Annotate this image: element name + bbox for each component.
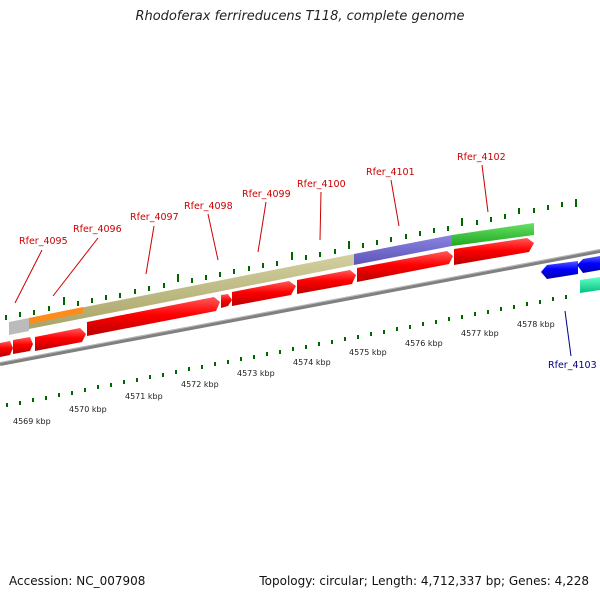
scale-label: 4577 kbp xyxy=(461,329,499,338)
gene-label[interactable]: Rfer_4101 xyxy=(366,167,415,178)
scale-label: 4570 kbp xyxy=(69,405,107,414)
accession-text: Accession: NC_007908 xyxy=(9,574,146,588)
gene-label[interactable]: Rfer_4097 xyxy=(130,212,179,223)
orange-feature xyxy=(29,307,83,324)
map-title: Rhodoferax ferrireducens T118, complete … xyxy=(135,9,465,24)
scale-label: 4574 kbp xyxy=(293,358,331,367)
cds-arrow xyxy=(297,270,356,294)
gene-label[interactable]: Rfer_4096 xyxy=(73,224,122,235)
scale-label: 4575 kbp xyxy=(349,348,387,357)
gene-label[interactable]: Rfer_4100 xyxy=(297,179,346,190)
label-leaders xyxy=(14,164,572,357)
cds-arrow xyxy=(221,294,232,308)
cds-arrow-reverse xyxy=(577,256,600,273)
cds-arrow-reverse xyxy=(541,261,578,279)
lower-tick-ring xyxy=(6,295,567,407)
cds-arrow xyxy=(454,238,534,265)
purple-feature xyxy=(354,235,452,265)
feature-track xyxy=(9,223,534,335)
gene-labels: Rfer_4095 Rfer_4096 Rfer_4097 Rfer_4098 … xyxy=(19,152,597,371)
tan-feature xyxy=(29,254,354,329)
cds-arrow xyxy=(13,337,33,354)
backbone xyxy=(0,249,600,366)
scale-label: 4571 kbp xyxy=(125,392,163,401)
teal-feature xyxy=(580,277,600,293)
cds-arrow xyxy=(35,328,86,351)
cds-arrow xyxy=(87,297,220,336)
gene-label[interactable]: Rfer_4099 xyxy=(242,189,291,200)
scale-label: 4578 kbp xyxy=(517,320,555,329)
gene-label[interactable]: Rfer_4103 xyxy=(548,360,597,371)
cds-arrow xyxy=(232,281,296,306)
scale-label: 4569 kbp xyxy=(13,417,51,426)
cds-arrow xyxy=(357,251,453,282)
upper-tick-ring xyxy=(5,199,577,320)
forward-cds-track[interactable] xyxy=(0,238,534,357)
scale-label: 4576 kbp xyxy=(405,339,443,348)
scale-labels: 4569 kbp 4570 kbp 4571 kbp 4572 kbp 4573… xyxy=(13,320,555,426)
gene-label[interactable]: Rfer_4095 xyxy=(19,236,68,247)
reverse-cds-track[interactable] xyxy=(541,256,600,293)
green-feature xyxy=(452,223,534,246)
scale-label: 4573 kbp xyxy=(237,369,275,378)
gene-label[interactable]: Rfer_4102 xyxy=(457,152,506,163)
gene-label[interactable]: Rfer_4098 xyxy=(184,201,233,212)
grey-feature xyxy=(9,318,29,335)
genome-summary: Topology: circular; Length: 4,712,337 bp… xyxy=(259,574,589,588)
cds-arrow xyxy=(0,341,13,357)
scale-label: 4572 kbp xyxy=(181,380,219,389)
